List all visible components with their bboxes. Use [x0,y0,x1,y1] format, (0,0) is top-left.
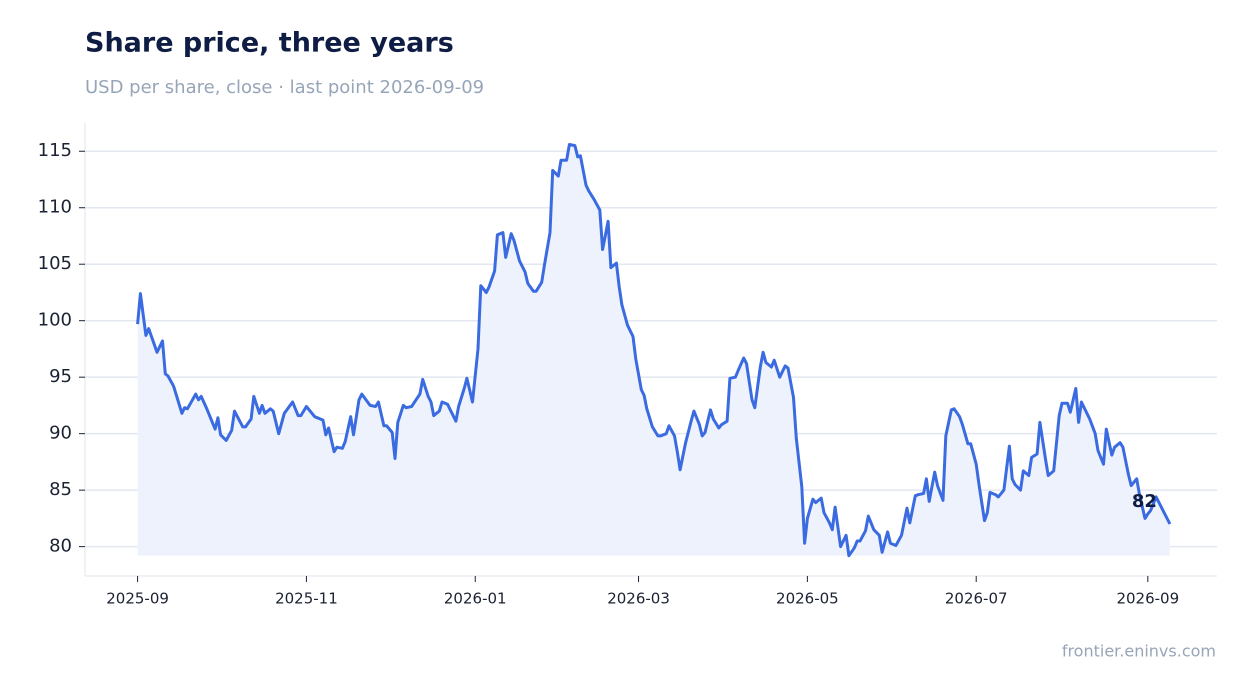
x-tick-label: 2026-01 [444,590,507,608]
y-tick-label: 90 [49,423,72,444]
source: frontier.eninvs.com [1062,642,1216,661]
x-tick-label: 2026-09 [1116,590,1179,608]
x-tick-label: 2025-09 [106,590,169,608]
y-tick-label: 105 [38,253,72,274]
y-tick-label: 95 [49,366,72,387]
y-tick-label: 80 [49,536,72,557]
y-tick-label: 110 [38,197,72,218]
chart-subtitle: USD per share, close · last point 2026-0… [85,77,484,98]
end-label: 82 [1132,491,1157,512]
line [136,143,1172,558]
x-tick-label: 2025-11 [275,590,338,608]
y-tick-label: 85 [49,479,72,500]
y-tick-label: 100 [38,310,72,331]
x-tick-label: 2026-03 [607,590,670,608]
y-tick-label: 115 [38,140,72,161]
chart-title: Share price, three years [85,28,454,59]
x-tick-label: 2026-07 [945,590,1008,608]
area [137,144,1170,556]
x-tick-label: 2026-05 [776,590,839,608]
